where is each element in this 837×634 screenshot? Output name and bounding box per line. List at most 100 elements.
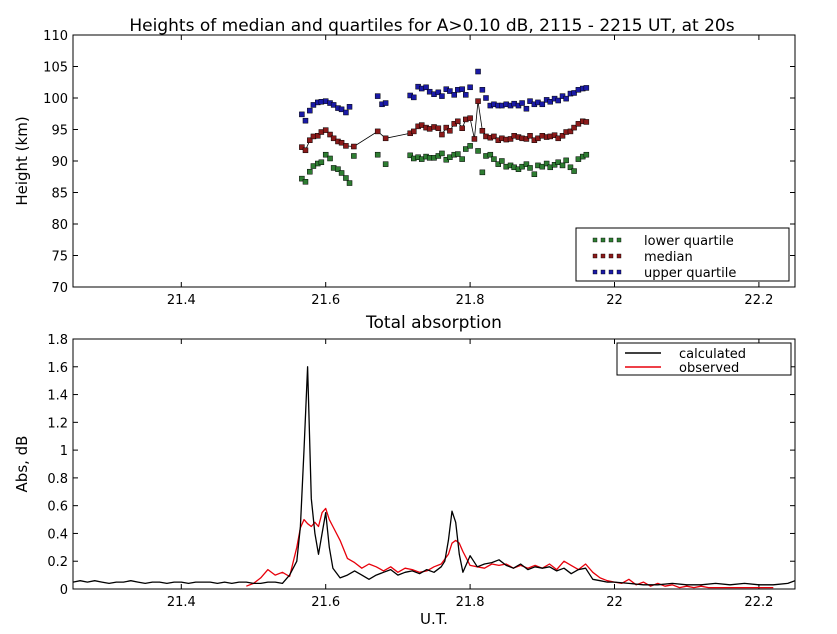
y-tick-label: 1.6 [47, 361, 68, 376]
marker-median [435, 125, 442, 131]
marker-lower-quartile [439, 150, 445, 157]
marker-median [330, 135, 337, 142]
marker-upper-quartile [463, 92, 469, 98]
y-tick-label: 80 [51, 218, 68, 233]
x-tick-label: 21.4 [167, 293, 196, 308]
marker-upper-quartile [299, 111, 305, 118]
y-tick-label: 95 [51, 124, 68, 139]
x-tick-label: 22.2 [744, 293, 773, 308]
y-tick-label: 105 [43, 61, 68, 76]
marker-lower-quartile [491, 156, 497, 162]
marker-lower-quartile [463, 146, 469, 152]
marker-median [299, 144, 305, 150]
marker-upper-quartile [451, 92, 457, 98]
legend-label: upper quartile [644, 266, 736, 281]
marker-upper-quartile [563, 95, 569, 102]
marker-lower-quartile [338, 170, 345, 176]
plot-area [299, 68, 590, 186]
plot-area [73, 366, 795, 589]
marker-lower-quartile [346, 180, 353, 186]
marker-upper-quartile [479, 87, 486, 93]
marker-upper-quartile [382, 100, 389, 106]
x-tick-label: 21.8 [456, 293, 485, 308]
marker-upper-quartile [343, 109, 349, 116]
legend-marker [608, 253, 614, 259]
legend-box [616, 342, 792, 376]
marker-median [447, 128, 453, 134]
x-tick-label: 21.4 [167, 595, 196, 610]
legend-marker [592, 253, 598, 259]
marker-upper-quartile [439, 93, 445, 99]
marker-lower-quartile [459, 156, 465, 162]
marker-lower-quartile [539, 163, 546, 170]
marker-upper-quartile [555, 97, 561, 104]
line-calculated [73, 366, 795, 586]
legend-marker [616, 237, 622, 243]
marker-median [455, 118, 461, 125]
marker-lower-quartile [307, 168, 313, 175]
marker-lower-quartile [407, 152, 413, 159]
x-tick-label: 22 [606, 293, 623, 308]
marker-upper-quartile [307, 107, 313, 114]
marker-median [351, 143, 357, 150]
legend-marker [600, 269, 606, 275]
marker-median [475, 98, 481, 104]
marker-lower-quartile [567, 164, 574, 171]
marker-median [382, 135, 389, 142]
legend-marker [592, 269, 598, 275]
marker-median [523, 136, 530, 142]
marker-lower-quartile [335, 166, 341, 172]
marker-lower-quartile [351, 153, 357, 159]
marker-lower-quartile [455, 151, 461, 157]
marker-upper-quartile [346, 104, 353, 110]
marker-lower-quartile [327, 155, 333, 162]
marker-upper-quartile [483, 95, 489, 101]
y-tick-label: 100 [43, 92, 68, 107]
marker-median [527, 133, 533, 139]
x-tick-label: 21.6 [311, 595, 340, 610]
marker-lower-quartile [318, 159, 325, 166]
marker-lower-quartile [475, 148, 481, 154]
legend-marker [600, 237, 606, 243]
legend-marker [592, 237, 598, 243]
marker-median [459, 125, 465, 131]
marker-median [467, 115, 473, 121]
marker-lower-quartile [559, 162, 566, 169]
y-tick-label: 1.4 [47, 389, 68, 404]
marker-lower-quartile [563, 157, 569, 164]
marker-median [338, 139, 345, 146]
marker-median [471, 136, 478, 142]
marker-lower-quartile [343, 175, 349, 181]
legend-marker [616, 269, 622, 275]
marker-median [491, 133, 497, 140]
marker-lower-quartile [583, 151, 590, 158]
marker-median [583, 119, 590, 125]
legend-label: observed [679, 361, 739, 376]
marker-median [479, 128, 486, 134]
x-tick-label: 21.6 [311, 293, 340, 308]
legend-marker [608, 237, 614, 243]
plot-frame [72, 338, 796, 590]
marker-upper-quartile [547, 99, 553, 105]
marker-median [507, 136, 514, 142]
y-tick-label: 1 [60, 444, 68, 459]
y-tick-label: 90 [51, 155, 68, 170]
marker-median [302, 147, 309, 154]
marker-upper-quartile [467, 84, 473, 91]
marker-lower-quartile [479, 169, 486, 176]
absorption-panel: Total absorption 21.4 21.6 21.8 22 22.2 0 0.2 0.… [13, 313, 796, 628]
marker-lower-quartile [543, 160, 550, 167]
x-axis-label: U.T. [420, 610, 448, 628]
legend-label: median [644, 250, 693, 265]
legend-marker [608, 269, 614, 275]
chart-title: Total absorption [365, 313, 502, 333]
marker-upper-quartile [302, 117, 309, 124]
y-tick-label: 0.8 [47, 472, 68, 487]
marker-median [327, 131, 333, 138]
marker-upper-quartile [423, 84, 429, 91]
y-tick-label: 0.4 [47, 527, 68, 542]
marker-median [559, 133, 566, 139]
marker-lower-quartile [374, 151, 381, 158]
